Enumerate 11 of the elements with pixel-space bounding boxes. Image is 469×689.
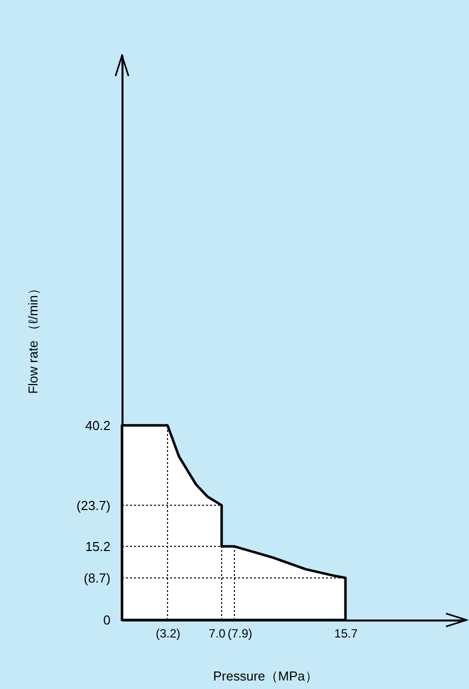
y-tick-label: (8.7) [84,570,110,586]
y-tick-label: 40.2 [85,418,110,433]
y-tick-label: (23.7) [76,498,110,513]
y-tick-label: 0 [103,612,110,628]
x-tick-label: (3.2) [156,626,180,640]
x-tick-label: (7.9) [228,626,252,640]
x-tick-label: 15.7 [334,626,358,640]
y-axis-title: Flow rate （ℓ/min） [26,282,40,394]
y-tick-label: 15.2 [85,538,110,554]
x-axis-title: Pressure（MPa） [213,668,318,684]
x-tick-label: 7.0 [208,626,226,640]
